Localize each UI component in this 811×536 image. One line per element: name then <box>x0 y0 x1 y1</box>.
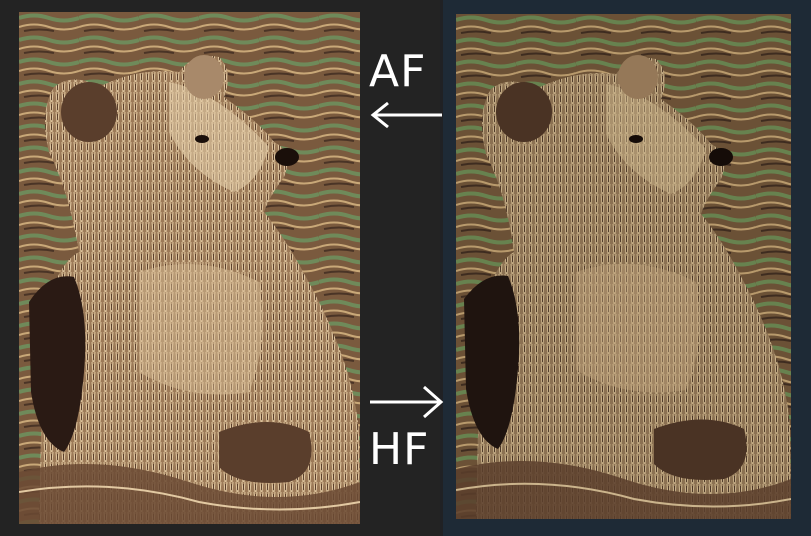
bear-photo-left-graphic <box>19 12 360 524</box>
af-label: AF <box>369 46 427 97</box>
bear-photo-right-graphic <box>456 14 791 519</box>
arrow-right-icon <box>370 385 444 419</box>
hf-label: HF <box>369 424 430 475</box>
bear-photo-left <box>19 12 360 524</box>
bear-photo-right <box>456 14 791 519</box>
arrow-left-icon <box>370 101 442 129</box>
